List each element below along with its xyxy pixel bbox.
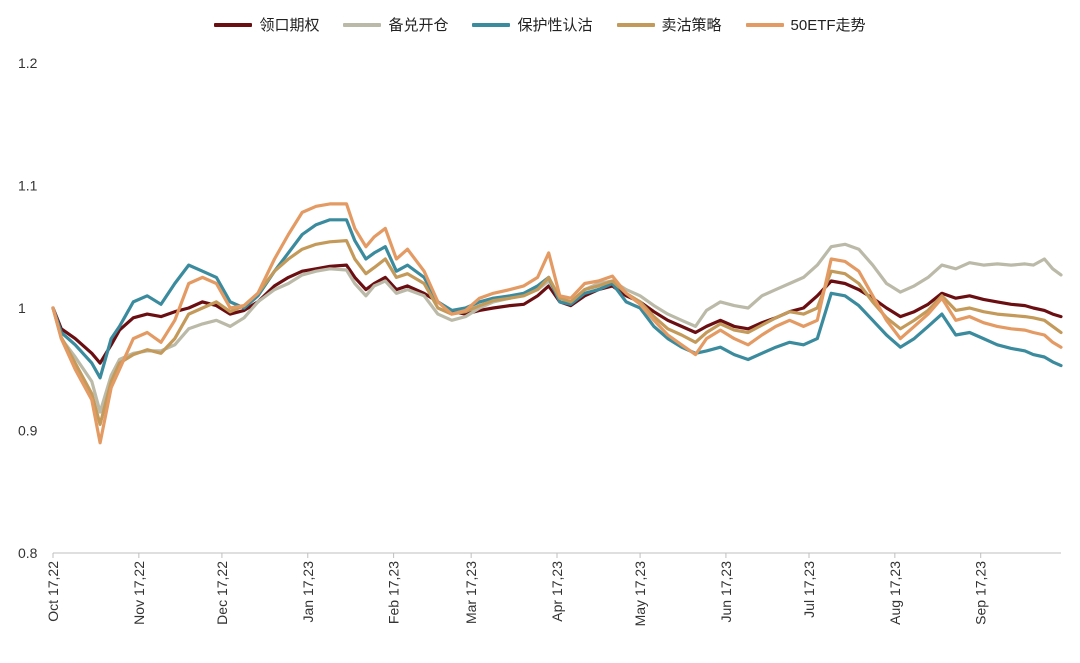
- legend-label: 卖沽策略: [661, 17, 722, 34]
- x-tick-label: Aug 17,23: [887, 561, 903, 625]
- x-tick-label: Jul 17,23: [801, 561, 817, 618]
- x-tick-label: May 17,23: [632, 561, 648, 627]
- legend-item: 卖沽策略: [616, 14, 722, 35]
- series-line: [51, 263, 1063, 365]
- legend-item: 50ETF走势: [745, 14, 866, 35]
- legend-swatch: [472, 22, 511, 27]
- legend-swatch: [214, 22, 253, 27]
- series-line: [51, 239, 1063, 426]
- x-tick-label: Sep 17,23: [973, 561, 989, 625]
- series-line: [51, 218, 1063, 380]
- y-tick-label: 1.1: [18, 178, 38, 194]
- series-line: [51, 202, 1063, 445]
- legend-label: 保护性认沽: [517, 17, 593, 34]
- legend-swatch: [745, 22, 784, 27]
- legend-item: 备兑开仓: [343, 14, 448, 35]
- x-tick-label: Dec 17,22: [214, 561, 230, 625]
- x-tick-label: Jan 17,23: [300, 561, 316, 623]
- x-tick-label: Feb 17,23: [386, 561, 402, 624]
- x-tick-label: Oct 17,22: [45, 561, 61, 622]
- legend-label: 备兑开仓: [388, 17, 449, 34]
- x-tick-label: Nov 17,22: [131, 561, 147, 625]
- y-tick-label: 1.2: [18, 55, 38, 71]
- y-tick-label: 0.9: [18, 423, 38, 439]
- legend-label: 领口期权: [259, 17, 320, 34]
- legend-swatch: [616, 22, 655, 27]
- x-tick-label: Jun 17,23: [718, 561, 734, 623]
- x-tick-label: Mar 17,23: [463, 561, 479, 624]
- y-tick-label: 1: [18, 300, 26, 316]
- chart-legend: 领口期权 备兑开仓 保护性认沽 卖沽策略 50ETF走势: [0, 14, 1080, 35]
- legend-item: 领口期权: [214, 14, 319, 35]
- legend-item: 保护性认沽: [472, 14, 593, 35]
- x-tick-label: Apr 17,23: [549, 561, 565, 622]
- legend-label: 50ETF走势: [790, 17, 866, 34]
- legend-swatch: [343, 22, 382, 27]
- y-tick-label: 0.8: [18, 545, 38, 561]
